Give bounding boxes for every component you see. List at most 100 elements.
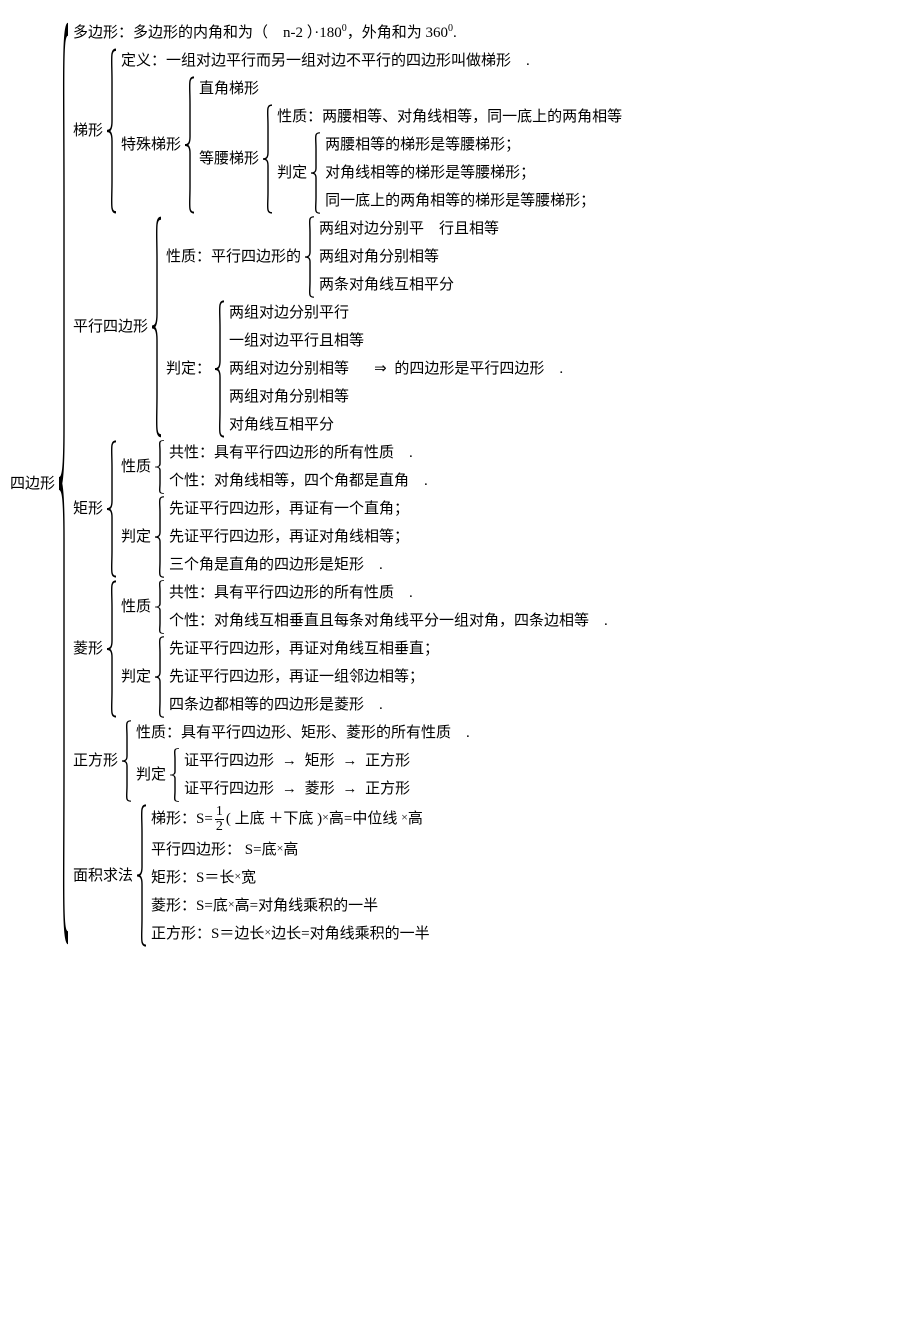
leaf-text: 对角线相等的梯形是等腰梯形； — [325, 160, 595, 186]
tree-node: 平行四边形性质：平行四边形的两组对边分别平 行且相等两组对角分别相等两条对角线互… — [73, 216, 622, 438]
leaf-text: 共性：具有平行四边形的所有性质 . — [169, 440, 428, 466]
curly-brace — [120, 720, 134, 802]
node-label: 正方形 — [73, 749, 118, 773]
leaf-text: 定义：一组对边平行而另一组对边不平行的四边形叫做梯形 . — [121, 48, 622, 74]
node-label: 四边形 — [10, 472, 55, 496]
curly-brace — [105, 440, 119, 578]
curly-brace — [135, 804, 149, 947]
node-label: 性质 — [121, 455, 151, 479]
children-container: 共性：具有平行四边形的所有性质 .个性：对角线互相垂直且每条对角线平分一组对角，… — [169, 580, 608, 634]
node-label: 性质 — [121, 595, 151, 619]
tree-node: 菱形性质共性：具有平行四边形的所有性质 .个性：对角线互相垂直且每条对角线平分一… — [73, 580, 622, 718]
leaf-text: 梯形：S=12( 上底 ＋下底 )×高=中位线 ×高 — [151, 804, 430, 835]
children-container: 性质：具有平行四边形、矩形、菱形的所有性质 .判定证平行四边形 → 矩形 → 正… — [136, 720, 470, 802]
tree-node: 正方形性质：具有平行四边形、矩形、菱形的所有性质 .判定证平行四边形 → 矩形 … — [73, 720, 622, 802]
children-container: 定义：一组对边平行而另一组对边不平行的四边形叫做梯形 .特殊梯形直角梯形等腰梯形… — [121, 48, 622, 214]
leaf-text: 两组对边分别平 行且相等 — [319, 216, 499, 242]
curly-brace — [168, 748, 182, 802]
children-container: 多边形：多边形的内角和为（ n-2 ）·1800，外角和为 3600. 梯形 定义：… — [73, 20, 622, 947]
curly-brace — [153, 580, 167, 634]
tree-node: 判定先证平行四边形，再证对角线互相垂直；先证平行四边形，再证一组邻边相等；四条边… — [121, 636, 608, 718]
leaf-text: 先证平行四边形，再证一组邻边相等； — [169, 664, 439, 690]
curly-brace — [309, 132, 323, 214]
children-container: 证平行四边形 → 矩形 → 正方形证平行四边形 → 菱形 → 正方形 — [184, 748, 410, 802]
node-label: 性质：平行四边形的 — [166, 245, 301, 269]
children-container: 性质：两腰相等、对角线相等，同一底上的两角相等判定两腰相等的梯形是等腰梯形；对角… — [277, 104, 622, 214]
leaf-text: 证平行四边形 → 菱形 → 正方形 — [184, 776, 410, 802]
leaf-text: 两组对角分别相等 — [319, 244, 499, 270]
brace-tree-root: 四边形 多边形：多边形的内角和为（ n-2 ）·1800，外角和为 3600. 梯形… — [10, 20, 914, 947]
curly-brace — [105, 580, 119, 718]
leaf-text: 同一底上的两角相等的梯形是等腰梯形； — [325, 188, 595, 214]
node-label: 判定 — [136, 763, 166, 787]
leaf-text: 两组对边分别平行 — [229, 300, 364, 326]
tree-node: 面积求法梯形：S=12( 上底 ＋下底 )×高=中位线 ×高平行四边形： S=底… — [73, 804, 622, 947]
node-label: 判定： — [166, 357, 211, 381]
curly-brace — [213, 300, 227, 438]
children-container: 先证平行四边形，再证对角线互相垂直；先证平行四边形，再证一组邻边相等；四条边都相… — [169, 636, 439, 718]
children-container: 梯形：S=12( 上底 ＋下底 )×高=中位线 ×高平行四边形： S=底×高矩形… — [151, 804, 430, 947]
tree-node: 特殊梯形直角梯形等腰梯形性质：两腰相等、对角线相等，同一底上的两角相等判定两腰相… — [121, 76, 622, 214]
leaf-text: 两组对边分别相等 — [229, 356, 364, 382]
tree-node: 等腰梯形性质：两腰相等、对角线相等，同一底上的两角相等判定两腰相等的梯形是等腰梯… — [199, 104, 622, 214]
leaf-text: 共性：具有平行四边形的所有性质 . — [169, 580, 608, 606]
leaf-text: 矩形：S＝长×宽 — [151, 865, 430, 891]
node-suffix: ⇒ 的四边形是平行四边形 . — [370, 357, 563, 381]
curly-brace — [105, 48, 119, 214]
leaf-text: 两腰相等的梯形是等腰梯形； — [325, 132, 595, 158]
node-label: 等腰梯形 — [199, 147, 259, 171]
leaf-text: 两条对角线互相平分 — [319, 272, 499, 298]
tree-node: 判定： 两组对边分别平行一组对边平行且相等两组对边分别相等两组对角分别相等对角线互… — [166, 300, 563, 438]
node-label: 判定 — [121, 665, 151, 689]
children-container: 两组对边分别平行一组对边平行且相等两组对边分别相等两组对角分别相等对角线互相平分 — [229, 300, 364, 438]
curly-brace — [153, 636, 167, 718]
children-container: 直角梯形等腰梯形性质：两腰相等、对角线相等，同一底上的两角相等判定两腰相等的梯形… — [199, 76, 622, 214]
leaf-text: 性质：具有平行四边形、矩形、菱形的所有性质 . — [136, 720, 470, 746]
tree-node: 性质共性：具有平行四边形的所有性质 .个性：对角线相等，四个角都是直角 . — [121, 440, 428, 494]
leaf-text: 先证平行四边形，再证对角线相等； — [169, 524, 409, 550]
tree-node: 性质：平行四边形的两组对边分别平 行且相等两组对角分别相等两条对角线互相平分 — [166, 216, 563, 298]
leaf-text: 直角梯形 — [199, 76, 622, 102]
curly-brace — [261, 104, 275, 214]
curly-brace — [150, 216, 164, 438]
node-label: 判定 — [277, 161, 307, 185]
children-container: 性质共性：具有平行四边形的所有性质 .个性：对角线相等，四个角都是直角 . 判定先… — [121, 440, 428, 578]
tree-node: 判定两腰相等的梯形是等腰梯形；对角线相等的梯形是等腰梯形；同一底上的两角相等的梯… — [277, 132, 622, 214]
node-label: 判定 — [121, 525, 151, 549]
leaf-text: 四条边都相等的四边形是菱形 . — [169, 692, 439, 718]
tree-node: 判定证平行四边形 → 矩形 → 正方形证平行四边形 → 菱形 → 正方形 — [136, 748, 470, 802]
leaf-text: 两组对角分别相等 — [229, 384, 364, 410]
curly-brace — [153, 496, 167, 578]
node-label: 面积求法 — [73, 864, 133, 888]
children-container: 性质共性：具有平行四边形的所有性质 .个性：对角线互相垂直且每条对角线平分一组对… — [121, 580, 608, 718]
children-container: 共性：具有平行四边形的所有性质 .个性：对角线相等，四个角都是直角 . — [169, 440, 428, 494]
tree-node: 梯形定义：一组对边平行而另一组对边不平行的四边形叫做梯形 .特殊梯形直角梯形等腰… — [73, 48, 622, 214]
curly-brace — [57, 20, 71, 947]
tree-node: 四边形 多边形：多边形的内角和为（ n-2 ）·1800，外角和为 3600. 梯形… — [10, 20, 914, 947]
leaf-text: 证平行四边形 → 矩形 → 正方形 — [184, 748, 410, 774]
leaf-text: 平行四边形： S=底×高 — [151, 837, 430, 863]
leaf-text: 先证平行四边形，再证对角线互相垂直； — [169, 636, 439, 662]
leaf-text: 三个角是直角的四边形是矩形 . — [169, 552, 409, 578]
curly-brace — [303, 216, 317, 298]
leaf-text: 个性：对角线相等，四个角都是直角 . — [169, 468, 428, 494]
leaf-text: 个性：对角线互相垂直且每条对角线平分一组对角，四条边相等 . — [169, 608, 608, 634]
curly-brace — [183, 76, 197, 214]
node-label: 矩形 — [73, 497, 103, 521]
leaf-text: 正方形：S＝边长×边长=对角线乘积的一半 — [151, 921, 430, 947]
tree-node: 性质共性：具有平行四边形的所有性质 .个性：对角线互相垂直且每条对角线平分一组对… — [121, 580, 608, 634]
leaf-text: 多边形：多边形的内角和为（ n-2 ）·1800，外角和为 3600. — [73, 20, 622, 46]
node-label: 菱形 — [73, 637, 103, 661]
children-container: 两腰相等的梯形是等腰梯形；对角线相等的梯形是等腰梯形；同一底上的两角相等的梯形是… — [325, 132, 595, 214]
node-label: 梯形 — [73, 119, 103, 143]
leaf-text: 一组对边平行且相等 — [229, 328, 364, 354]
leaf-text: 对角线互相平分 — [229, 412, 364, 438]
children-container: 性质：平行四边形的两组对边分别平 行且相等两组对角分别相等两条对角线互相平分判定… — [166, 216, 563, 438]
leaf-text: 性质：两腰相等、对角线相等，同一底上的两角相等 — [277, 104, 622, 130]
leaf-text: 菱形：S=底×高=对角线乘积的一半 — [151, 893, 430, 919]
children-container: 先证平行四边形，再证有一个直角；先证平行四边形，再证对角线相等；三个角是直角的四… — [169, 496, 409, 578]
node-label: 特殊梯形 — [121, 133, 181, 157]
tree-node: 矩形性质共性：具有平行四边形的所有性质 .个性：对角线相等，四个角都是直角 . 判… — [73, 440, 622, 578]
node-label: 平行四边形 — [73, 315, 148, 339]
curly-brace — [153, 440, 167, 494]
